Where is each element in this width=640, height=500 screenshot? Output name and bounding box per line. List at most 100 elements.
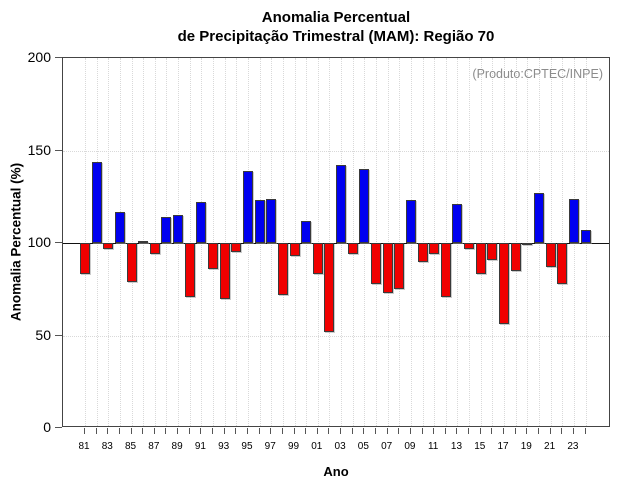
x-tick — [584, 428, 586, 434]
x-tick-label: 05 — [357, 441, 369, 452]
x-tick — [246, 428, 248, 434]
vertical-gridline — [527, 58, 529, 426]
bar-83 — [103, 243, 114, 249]
y-tick-label: 50 — [35, 326, 51, 343]
bar-98 — [277, 243, 288, 295]
bar-00 — [301, 220, 312, 243]
bar-06 — [371, 243, 381, 284]
horizontal-gridline — [63, 150, 609, 152]
x-tick-label: 91 — [194, 441, 206, 452]
bar-22 — [557, 243, 568, 284]
bar-13 — [452, 204, 463, 243]
x-tick — [514, 428, 516, 434]
vertical-gridline — [445, 58, 447, 426]
bar-07 — [382, 243, 393, 293]
vertical-gridline — [329, 58, 331, 426]
bar-03 — [336, 165, 347, 243]
bar-18 — [510, 243, 521, 271]
x-tick-label: 99 — [287, 441, 300, 452]
vertical-gridline — [562, 58, 564, 426]
chart-title-line2: de Precipitação Trimestral (MAM): Região… — [177, 28, 495, 45]
y-tick-label: 150 — [27, 141, 51, 158]
y-tick — [55, 149, 62, 151]
bar-21 — [545, 243, 556, 268]
bar-09 — [405, 200, 416, 243]
vertical-gridline — [317, 58, 319, 426]
x-tick — [293, 428, 295, 434]
vertical-gridline — [515, 58, 517, 426]
x-tick-label: 21 — [544, 441, 556, 452]
x-tick — [537, 428, 539, 434]
vertical-gridline — [85, 58, 86, 426]
reference-line-100 — [63, 243, 609, 244]
x-tick — [363, 428, 365, 434]
x-tick — [409, 428, 411, 434]
plot-area: (Produto:CPTEC/INPE) — [62, 57, 610, 427]
x-tick — [468, 428, 470, 434]
bar-17 — [499, 243, 510, 325]
x-tick-label: 81 — [78, 441, 90, 452]
x-tick — [305, 428, 307, 434]
bar-19 — [522, 243, 533, 245]
x-tick-label: 07 — [381, 441, 393, 452]
x-tick — [503, 428, 505, 434]
x-tick — [351, 428, 353, 434]
vertical-gridline — [422, 58, 424, 426]
bar-91 — [196, 202, 207, 243]
x-tick — [561, 428, 563, 434]
vertical-gridline — [224, 58, 226, 426]
bar-88 — [161, 217, 172, 243]
x-tick-label: 83 — [101, 441, 113, 452]
chart-title: Anomalia Percentual de Precipitação Trim… — [62, 8, 610, 46]
bar-16 — [487, 243, 498, 260]
bar-01 — [312, 243, 323, 275]
bar-87 — [149, 243, 160, 255]
vertical-gridline — [294, 58, 296, 426]
bar-82 — [91, 161, 102, 243]
bar-23 — [568, 198, 579, 243]
bar-81 — [80, 243, 90, 275]
x-tick-label: 97 — [264, 441, 276, 452]
x-tick — [340, 428, 342, 434]
vertical-gridline — [376, 58, 377, 426]
bar-86 — [138, 241, 149, 244]
x-tick — [118, 428, 120, 434]
y-tick — [55, 334, 62, 336]
bar-93 — [219, 243, 230, 299]
x-tick-label: 93 — [218, 441, 230, 452]
vertical-gridline — [189, 58, 191, 426]
x-tick — [386, 428, 388, 434]
x-tick — [200, 428, 202, 434]
x-tick — [316, 428, 318, 434]
x-tick-label: 13 — [450, 441, 463, 452]
x-tick-label: 01 — [311, 441, 323, 452]
x-tick — [398, 428, 400, 434]
vertical-gridline — [492, 58, 494, 426]
x-tick-label: 87 — [148, 441, 160, 452]
x-tick — [258, 428, 260, 434]
x-tick-label: 19 — [520, 441, 532, 452]
vertical-gridline — [213, 58, 215, 426]
bar-95 — [242, 170, 253, 243]
bar-90 — [184, 243, 195, 297]
y-tick-label: 200 — [27, 49, 51, 65]
vertical-gridline — [550, 58, 552, 426]
y-tick — [55, 427, 62, 428]
x-tick — [142, 428, 144, 434]
x-tick-label: 95 — [241, 441, 253, 452]
y-tick — [55, 57, 62, 58]
bar-92 — [208, 243, 219, 269]
vertical-gridline — [131, 58, 133, 426]
bar-14 — [464, 243, 475, 249]
x-tick — [328, 428, 330, 434]
x-tick-label: 23 — [567, 441, 579, 452]
x-tick — [188, 428, 190, 434]
source-annotation: (Produto:CPTEC/INPE) — [472, 67, 603, 81]
x-tick — [84, 428, 85, 434]
bar-96 — [254, 200, 265, 243]
x-tick — [95, 428, 97, 434]
x-tick — [444, 428, 446, 434]
x-tick — [549, 428, 551, 434]
x-tick — [421, 428, 423, 434]
